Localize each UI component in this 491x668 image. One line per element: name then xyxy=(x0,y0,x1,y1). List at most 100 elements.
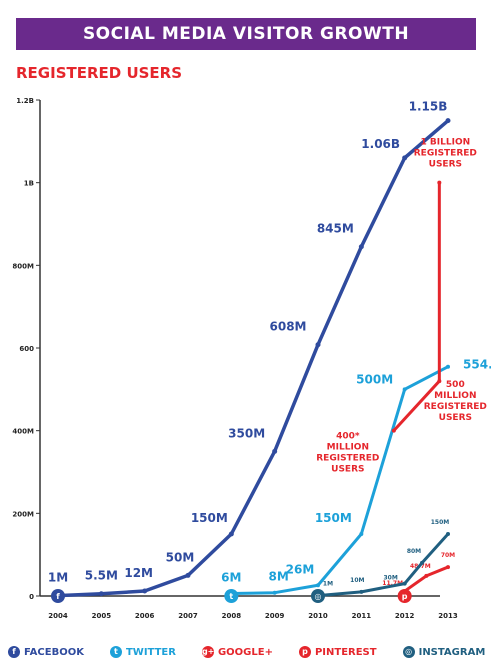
series-line-pinterest xyxy=(403,565,449,593)
data-label-facebook-0: 1M xyxy=(48,571,68,585)
data-point-facebook-3 xyxy=(185,572,191,578)
data-label-google-2: USERS xyxy=(429,160,462,170)
y-tick-label-3: 600 xyxy=(19,345,34,353)
data-point-google-2 xyxy=(437,180,442,185)
series-line-facebook xyxy=(57,119,450,598)
twitter-icon: t xyxy=(109,646,122,658)
data-label-google-1: 500 xyxy=(446,380,465,390)
x-tick-label-2: 2006 xyxy=(135,612,155,620)
pinterest-icon-marker xyxy=(397,589,412,603)
data-label-instagram-3: 80M xyxy=(407,548,421,555)
data-label-twitter-0: 6M xyxy=(221,571,241,585)
data-label-twitter-1: 8M xyxy=(269,570,289,584)
twitter-icon-marker xyxy=(224,589,239,603)
data-label-instagram-4: 150M xyxy=(431,519,450,526)
series-line-twitter xyxy=(231,365,449,596)
x-tick-label-4: 2008 xyxy=(222,612,242,620)
data-point-twitter-1 xyxy=(272,590,277,595)
data-label-pinterest-0: 11.7M xyxy=(382,580,403,587)
facebook-icon-marker xyxy=(51,589,65,603)
y-tick-label-0: 0 xyxy=(29,593,34,601)
data-label-google-1: USERS xyxy=(439,413,472,423)
data-label-twitter-5: 554.7M xyxy=(463,358,491,372)
data-label-facebook-3: 50M xyxy=(166,550,195,564)
data-label-instagram-0: 1M xyxy=(323,581,333,588)
data-point-facebook-7 xyxy=(358,244,364,250)
facebook-icon-marker-glyph: f xyxy=(56,592,60,601)
data-point-facebook-1 xyxy=(98,591,104,597)
data-label-instagram-1: 10M xyxy=(350,577,364,584)
data-label-twitter-2: 26M xyxy=(286,562,315,576)
data-point-google-0 xyxy=(391,428,396,433)
data-label-facebook-8: 1.06B xyxy=(361,137,400,151)
data-label-google-0: USERS xyxy=(331,465,364,475)
legend-label: INSTAGRAM xyxy=(418,646,486,658)
data-label-google-1: REGISTERED xyxy=(424,402,487,412)
y-tick-label-5: 1B xyxy=(24,180,34,188)
data-point-facebook-2 xyxy=(142,588,148,594)
chart-subtitle: REGISTERED USERS xyxy=(16,64,183,82)
data-point-twitter-2 xyxy=(316,583,320,588)
line-chart: 0 200M 400M 600 800M 1B 1.2B 2004 2005 2006 2007 20… xyxy=(12,97,491,620)
legend-item-instagram: ◎ INSTAGRAM xyxy=(402,646,486,658)
x-tick-label-0: 2004 xyxy=(48,612,68,620)
data-point-instagram-2 xyxy=(402,581,407,586)
data-label-google-0: 400* xyxy=(336,432,360,442)
twitter-icon-marker-glyph: t xyxy=(229,592,233,601)
series-line-google xyxy=(392,182,441,432)
data-label-facebook-9: 1.15B xyxy=(409,100,448,114)
data-point-instagram-3 xyxy=(420,560,424,565)
x-tick-label-6: 2010 xyxy=(308,612,328,620)
data-point-pinterest-2 xyxy=(446,565,450,570)
y-tick-label-1: 200M xyxy=(12,510,34,518)
x-tick-label-9: 2013 xyxy=(438,612,458,620)
chart-legend: f FACEBOOK t TWITTER g+ GOOGLE+ p PINTEREST ◎ INS… xyxy=(8,640,488,664)
x-tick-label-7: 2011 xyxy=(352,612,372,620)
y-tick-label-4: 800M xyxy=(12,262,34,270)
data-label-google-0: REGISTERED xyxy=(316,454,379,464)
banner-title: SOCIAL MEDIA VISITOR GROWTH xyxy=(16,18,476,50)
google-plus-icon: g+ xyxy=(201,646,215,658)
data-point-facebook-6 xyxy=(315,342,321,348)
data-label-twitter-3: 150M xyxy=(315,511,352,525)
data-point-twitter-3 xyxy=(359,532,364,536)
data-point-facebook-5 xyxy=(272,448,278,454)
pinterest-icon: p xyxy=(298,646,311,658)
instagram-icon-marker xyxy=(311,589,325,603)
data-label-facebook-4: 150M xyxy=(191,511,228,525)
legend-label: PINTEREST xyxy=(314,646,377,658)
x-tick-label-1: 2005 xyxy=(92,612,112,620)
data-point-twitter-5 xyxy=(446,364,450,369)
legend-label: GOOGLE+ xyxy=(217,646,273,658)
facebook-icon: f xyxy=(8,646,20,658)
data-label-google-2: REGISTERED xyxy=(414,149,477,159)
data-label-facebook-1: 5.5M xyxy=(85,569,118,583)
legend-item-facebook: f FACEBOOK xyxy=(8,646,84,658)
x-tick-label-8: 2012 xyxy=(395,612,415,620)
data-label-google-2: 1 BILLION xyxy=(421,138,471,148)
legend-label: TWITTER xyxy=(125,646,176,658)
instagram-icon: ◎ xyxy=(402,646,415,658)
data-label-google-1: MILLION xyxy=(434,391,476,401)
data-point-facebook-9 xyxy=(445,118,451,124)
legend-item-google: g+ GOOGLE+ xyxy=(201,646,273,658)
data-point-instagram-1 xyxy=(359,589,364,594)
data-label-facebook-6: 608M xyxy=(270,320,307,334)
data-label-google-0: MILLION xyxy=(327,443,369,453)
data-point-facebook-8 xyxy=(402,155,408,161)
legend-label: FACEBOOK xyxy=(24,646,84,658)
data-label-instagram-2: 30M xyxy=(384,575,398,582)
data-point-facebook-4 xyxy=(228,531,234,537)
data-label-twitter-4: 500M xyxy=(356,372,393,386)
data-label-facebook-7: 845M xyxy=(317,222,354,236)
data-point-twitter-4 xyxy=(402,387,407,392)
data-point-pinterest-1 xyxy=(424,573,429,578)
y-tick-label-2: 400M xyxy=(12,428,34,436)
data-label-facebook-5: 350M xyxy=(228,426,265,440)
legend-item-pinterest: p PINTEREST xyxy=(298,646,377,658)
x-tick-label-5: 2009 xyxy=(265,612,285,620)
y-tick-label-6: 1.2B xyxy=(16,97,34,105)
data-point-instagram-4 xyxy=(446,532,450,536)
data-point-google-1 xyxy=(437,379,442,384)
x-tick-label-3: 2007 xyxy=(178,612,198,620)
